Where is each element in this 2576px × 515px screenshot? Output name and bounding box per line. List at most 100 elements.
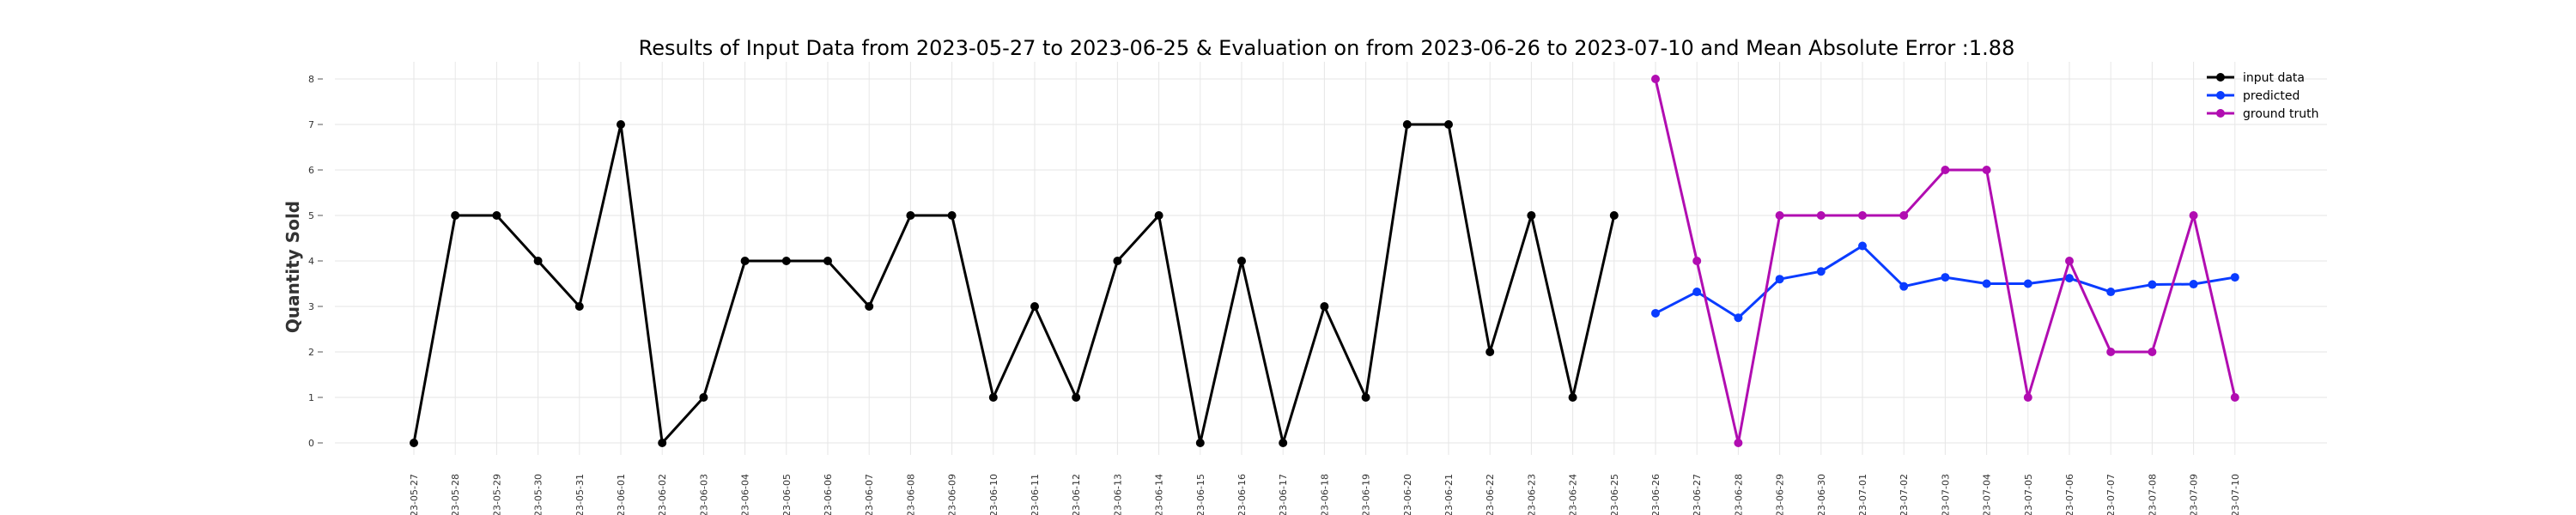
data-point <box>1734 313 1743 323</box>
x-tick-label: 2023-06-10 <box>988 474 999 515</box>
x-tick-label: 2023-06-06 <box>823 474 834 515</box>
x-tick-label: 2023-05-29 <box>491 474 502 515</box>
x-tick-label: 2023-07-07 <box>2105 474 2117 515</box>
data-point <box>2106 288 2116 297</box>
data-point <box>1899 211 1909 220</box>
chart-title: Results of Input Data from 2023-05-27 to… <box>639 36 2015 60</box>
x-tick-label: 2023-06-15 <box>1195 474 1206 515</box>
y-axis-label: Quantity Sold <box>283 201 303 333</box>
data-point <box>699 393 708 402</box>
legend-swatch-marker <box>2216 73 2225 82</box>
data-point <box>1775 211 1784 220</box>
data-point <box>1941 273 1950 282</box>
x-tick-label: 2023-05-31 <box>574 474 586 515</box>
x-tick-label: 2023-06-27 <box>1692 474 1703 515</box>
data-point <box>574 302 584 311</box>
x-tick-label: 2023-06-04 <box>740 474 751 515</box>
data-point <box>1899 282 1909 291</box>
data-point <box>1651 308 1660 318</box>
data-point <box>1692 288 1702 297</box>
data-point <box>740 257 750 265</box>
x-tick-label: 2023-06-23 <box>1526 474 1537 515</box>
x-tick-label: 2023-06-12 <box>1071 474 1082 515</box>
data-point <box>1361 393 1370 402</box>
x-tick-label: 2023-06-22 <box>1485 474 1496 515</box>
x-axis-ticks: 2023-05-27 2023-05-28 2023-05-29 2023-05-30… <box>409 474 2241 515</box>
data-point <box>1154 211 1163 220</box>
data-point <box>1030 302 1039 311</box>
data-point <box>1982 166 1991 174</box>
data-point <box>2148 280 2157 289</box>
x-tick-label: 2023-05-27 <box>409 474 420 515</box>
y-tick-label: 5 <box>308 210 314 221</box>
legend-item: ground truth <box>2207 107 2318 121</box>
x-tick-label: 2023-07-05 <box>2023 474 2034 515</box>
data-point <box>1651 75 1660 83</box>
data-point <box>1609 211 1619 220</box>
x-tick-label: 2023-05-30 <box>533 474 544 515</box>
data-point <box>2189 211 2198 220</box>
legend-swatch-marker <box>2216 109 2225 118</box>
x-tick-label: 2023-06-14 <box>1154 474 1165 515</box>
data-point <box>2023 279 2032 288</box>
data-point <box>1692 257 1702 265</box>
y-tick-label: 1 <box>308 392 314 403</box>
x-tick-label: 2023-07-04 <box>1982 474 1993 515</box>
legend-item: predicted <box>2207 89 2300 103</box>
x-tick-label: 2023-06-21 <box>1443 474 1455 515</box>
x-tick-label: 2023-06-30 <box>1816 474 1827 515</box>
data-point <box>823 257 832 265</box>
x-tick-label: 2023-07-08 <box>2147 474 2158 515</box>
data-point <box>947 211 957 220</box>
data-point <box>1816 267 1826 276</box>
x-tick-label: 2023-06-01 <box>616 474 627 515</box>
x-tick-label: 2023-06-17 <box>1278 474 1289 515</box>
data-point <box>1279 439 1288 447</box>
x-tick-label: 2023-06-13 <box>1112 474 1123 515</box>
data-point <box>1816 211 1826 220</box>
data-point <box>1858 241 1867 251</box>
data-point <box>865 302 874 311</box>
y-tick-label: 0 <box>308 438 314 449</box>
x-tick-label: 2023-06-09 <box>947 474 958 515</box>
data-point <box>1527 211 1536 220</box>
data-point <box>2230 393 2239 402</box>
data-point <box>492 211 501 220</box>
data-point <box>1734 439 1743 447</box>
y-tick-label: 7 <box>308 119 314 130</box>
x-tick-label: 2023-06-03 <box>698 474 709 515</box>
data-point <box>2148 348 2157 356</box>
legend-item: input data <box>2207 71 2305 85</box>
x-tick-label: 2023-07-09 <box>2189 474 2200 515</box>
y-tick-label: 4 <box>308 256 314 267</box>
data-point <box>410 439 418 447</box>
x-tick-label: 2023-06-19 <box>1361 474 1372 515</box>
x-tick-label: 2023-06-02 <box>657 474 668 515</box>
data-point <box>658 439 667 447</box>
y-tick-label: 6 <box>308 165 314 176</box>
legend-label: input data <box>2243 71 2305 85</box>
data-point <box>1195 439 1205 447</box>
data-point <box>2189 280 2198 289</box>
x-tick-label: 2023-06-20 <box>1402 474 1413 515</box>
data-point <box>1568 393 1577 402</box>
series-predicted <box>1651 241 2239 323</box>
data-point <box>988 393 998 402</box>
x-tick-label: 2023-06-11 <box>1030 474 1041 515</box>
data-point <box>781 257 791 265</box>
x-tick-label: 2023-05-28 <box>450 474 461 515</box>
data-point <box>1858 211 1867 220</box>
x-tick-label: 2023-06-28 <box>1733 474 1744 515</box>
x-tick-label: 2023-06-24 <box>1568 474 1579 515</box>
data-point <box>533 257 543 265</box>
y-tick-label: 2 <box>308 347 314 358</box>
series-line <box>412 123 1616 445</box>
data-point <box>1444 120 1453 129</box>
x-tick-label: 2023-06-18 <box>1319 474 1330 515</box>
series-ground-truth <box>1651 75 2239 447</box>
data-point <box>451 211 460 220</box>
x-tick-label: 2023-07-06 <box>2064 474 2075 515</box>
y-axis-ticks: 0 1 2 3 4 5 6 7 8 <box>308 74 323 449</box>
x-tick-label: 2023-06-08 <box>905 474 916 515</box>
